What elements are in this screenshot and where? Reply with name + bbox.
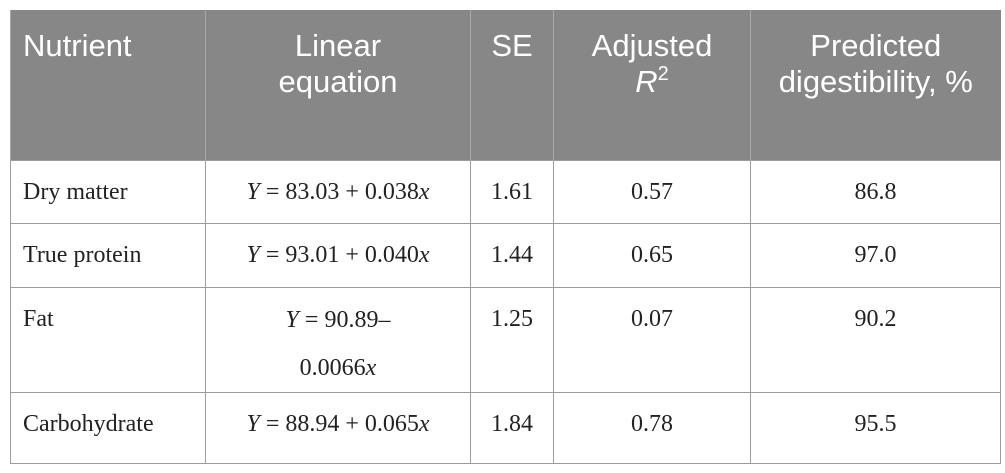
header-text: Adjusted (591, 28, 713, 63)
equation-lhs: Y (285, 307, 299, 333)
equation-rhs-continued: 0.0066 (299, 355, 366, 381)
equation-rhs: = 93.01 + 0.040 (265, 242, 419, 268)
equation-rhs: = 90.89– (304, 307, 391, 333)
predicted-cell: 86.8 (750, 160, 1001, 224)
adj-r2-cell: 0.07 (553, 287, 751, 393)
header-cell: Predicted digestibility, % (750, 10, 1001, 161)
nutrient-table: Nutrient Linear equation SE Adjusted R2 P… (10, 10, 1001, 464)
table-body: Dry matter Y = 83.03 + 0.038x 1.61 0.57 86.8… (10, 160, 1001, 464)
table-row: True protein Y = 93.01 + 0.040x 1.44 0.65 97… (10, 223, 1001, 288)
header-superscript: 2 (657, 63, 669, 85)
table-row: Fat Y = 90.89– 0.0066x 1.25 0.07 90.2 (10, 287, 1001, 393)
nutrient-cell: Dry matter (10, 160, 206, 224)
table-row: Carbohydrate Y = 88.94 + 0.065x 1.84 0.78 95… (10, 392, 1001, 464)
equation-rhs: = 88.94 + 0.065 (265, 411, 419, 437)
equation-cell: Y = 90.89– 0.0066x (205, 287, 471, 393)
adj-r2-cell: 0.57 (553, 160, 751, 224)
predicted-cell: 95.5 (750, 392, 1001, 464)
header-row: Nutrient Linear equation SE Adjusted R2 P… (10, 10, 1001, 161)
equation-variable: x (365, 355, 377, 381)
equation-cell: Y = 88.94 + 0.065x (205, 392, 471, 464)
header-text: Predicted digestibility, % (778, 28, 973, 99)
table-row: Dry matter Y = 83.03 + 0.038x 1.61 0.57 86.8 (10, 160, 1001, 224)
se-cell: 1.84 (470, 392, 554, 464)
nutrient-cell: Carbohydrate (10, 392, 206, 464)
adj-r2-cell: 0.78 (553, 392, 751, 464)
header-cell: Linear equation (205, 10, 471, 161)
header-cell: SE (470, 10, 554, 161)
header-cell: Nutrient (10, 10, 206, 161)
se-cell: 1.61 (470, 160, 554, 224)
nutrient-cell: True protein (10, 223, 206, 288)
predicted-cell: 90.2 (750, 287, 1001, 393)
equation-variable: x (418, 242, 430, 268)
equation-lhs: Y (246, 242, 260, 268)
nutrient-cell: Fat (10, 287, 206, 393)
equation-cell: Y = 83.03 + 0.038x (205, 160, 471, 224)
adj-r2-cell: 0.65 (553, 223, 751, 288)
equation-variable: x (418, 179, 430, 205)
equation-cell: Y = 93.01 + 0.040x (205, 223, 471, 288)
header-text: Linear equation (278, 28, 398, 99)
se-cell: 1.25 (470, 287, 554, 393)
se-cell: 1.44 (470, 223, 554, 288)
predicted-cell: 97.0 (750, 223, 1001, 288)
header-cell: Adjusted R2 (553, 10, 751, 161)
equation-variable: x (418, 411, 430, 437)
header-variable: R (635, 64, 658, 99)
equation-rhs: = 83.03 + 0.038 (265, 179, 419, 205)
equation-lhs: Y (246, 179, 260, 205)
equation-lhs: Y (246, 411, 260, 437)
